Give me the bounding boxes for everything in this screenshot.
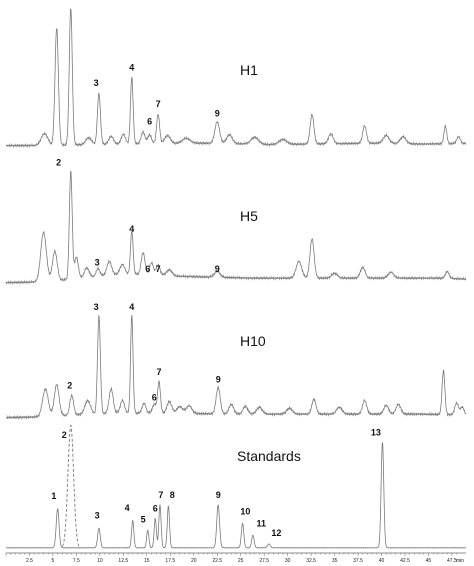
x-tick-label: 5 xyxy=(52,558,55,564)
peak-label: 6 xyxy=(145,264,150,274)
x-tick-label: 47.5 xyxy=(447,558,457,564)
panel-name: H5 xyxy=(240,208,258,224)
trace-standards xyxy=(5,442,467,549)
peak-label: 6 xyxy=(152,392,157,402)
x-tick-label: 25 xyxy=(238,558,244,564)
x-tick-label: 42.5 xyxy=(400,558,410,564)
trace-h5 xyxy=(5,170,467,286)
peak-label: 7 xyxy=(156,367,161,377)
peak-label: 6 xyxy=(153,504,158,514)
peak-label: 2 xyxy=(62,430,67,440)
x-tick-label: 17.5 xyxy=(165,558,175,564)
peak-label: 4 xyxy=(125,503,130,513)
peak-label: 3 xyxy=(95,257,100,267)
x-tick-label: 12.5 xyxy=(118,558,128,564)
peak-label: 3 xyxy=(94,302,99,312)
peak-label: 2 xyxy=(67,381,72,391)
peak-label: 2 xyxy=(56,157,61,167)
peak-label: 4 xyxy=(129,63,134,73)
x-tick-label: 7.5 xyxy=(73,558,80,564)
x-tick-label: 20 xyxy=(191,558,197,564)
x-tick-label: 10 xyxy=(97,558,103,564)
x-axis: 2.5 5 7.5 10 12.5 15 17.5 20 22.5 25 27.5 30 32.5 35 3… xyxy=(5,552,466,564)
panel-name: H10 xyxy=(240,333,266,349)
peak-label: 3 xyxy=(95,511,100,521)
peak-label: 3 xyxy=(94,78,99,88)
x-axis-ticks: 2.5 5 7.5 10 12.5 15 17.5 20 22.5 25 27.5 30 32.5 35 3… xyxy=(5,553,457,564)
x-tick-label: 37.5 xyxy=(353,558,363,564)
peak-label: 4 xyxy=(129,302,134,312)
panel-h10: H10 2 3 4 6 7 9 xyxy=(5,302,467,420)
peak-label: 13 xyxy=(371,427,381,437)
peak-label: 1 xyxy=(51,491,56,501)
x-tick-label: 2.5 xyxy=(26,558,33,564)
x-tick-label: 32.5 xyxy=(306,558,316,564)
panel-h5: H5 2 3 4 6 7 9 xyxy=(5,157,467,286)
panel-name: H1 xyxy=(240,62,258,78)
x-tick-label: 40 xyxy=(379,558,385,564)
x-tick-label: 45 xyxy=(426,558,432,564)
x-axis-label: min xyxy=(456,558,464,564)
peak-label: 7 xyxy=(156,264,161,274)
peak-label: 7 xyxy=(158,490,163,500)
panel-h1: H1234679 xyxy=(5,8,467,149)
peak-label: 4 xyxy=(129,224,134,234)
x-tick-label: 22.5 xyxy=(212,558,222,564)
chromatogram-panels: H1234679H5234679H10234679Standards123456… xyxy=(5,8,467,549)
peak-label: 9 xyxy=(215,109,220,119)
peak-label: 8 xyxy=(170,490,175,500)
peak-label: 6 xyxy=(147,116,152,126)
peak-label: 11 xyxy=(257,518,267,528)
peak-label: 9 xyxy=(216,490,221,500)
x-tick-label: 30 xyxy=(285,558,291,564)
peak-label: 5 xyxy=(141,515,146,525)
peak-label: 12 xyxy=(271,528,281,538)
x-tick-label: 35 xyxy=(332,558,338,564)
peak-label: 10 xyxy=(240,507,250,517)
peak-label: 9 xyxy=(215,264,220,274)
peak-label: 9 xyxy=(216,375,221,385)
peak-label: 7 xyxy=(156,99,161,109)
trace-h1 xyxy=(5,8,467,149)
x-tick-label: 15 xyxy=(144,558,150,564)
x-tick-label: 27.5 xyxy=(259,558,269,564)
trace-h10 xyxy=(5,314,467,420)
panel-name: Standards xyxy=(237,448,301,464)
dashed-peak-2 xyxy=(61,425,80,547)
